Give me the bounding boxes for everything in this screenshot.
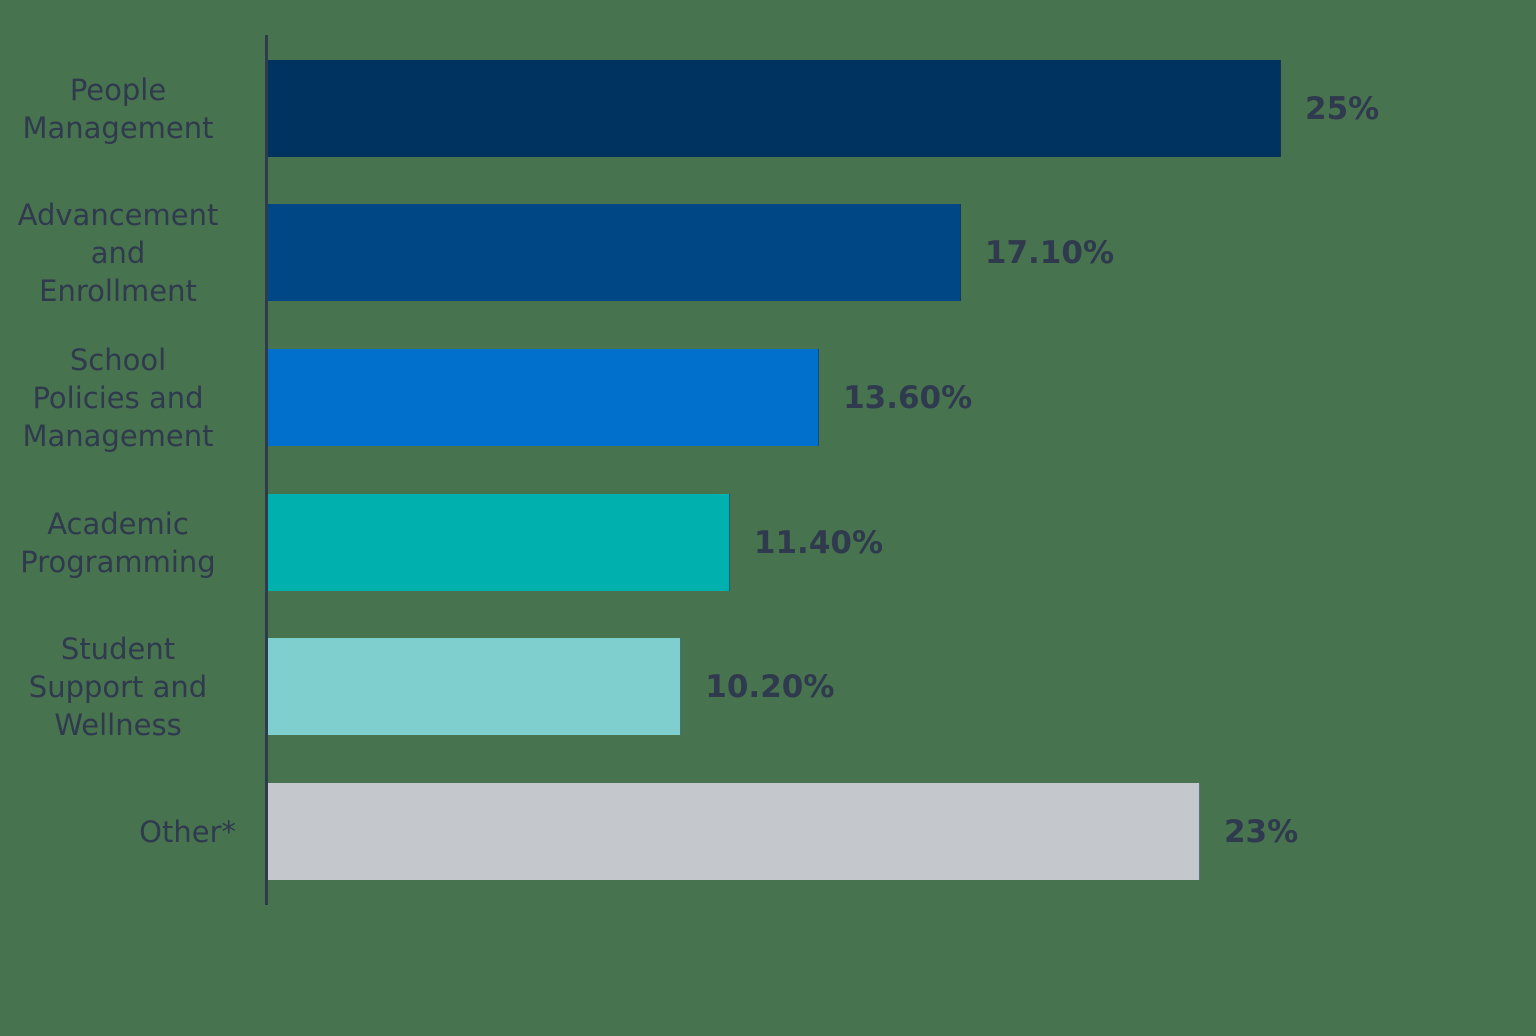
bar [268, 204, 961, 301]
category-label: Advancement and Enrollment [17, 197, 219, 308]
bar-row-other: Other* 23% [0, 783, 1536, 880]
value-label: 17.10% [984, 234, 1115, 271]
bar-row-academic-programming: Academic Programming 11.40% [0, 494, 1536, 591]
category-label: Academic Programming [20, 506, 216, 579]
value-label: 11.40% [753, 524, 884, 561]
category-label: Other* [139, 814, 236, 849]
bar [268, 494, 730, 591]
bar [268, 638, 682, 735]
bar [268, 349, 820, 446]
value-label: 10.20% [705, 668, 835, 705]
bar-row-student-support: Student Support and Wellness 10.20% [0, 632, 1536, 742]
bar [268, 60, 1281, 157]
bar-row-people-management: People Management 25% [0, 60, 1536, 157]
value-label: 23% [1223, 813, 1299, 850]
bar-row-advancement-enrollment: Advancement and Enrollment 17.10% [0, 198, 1536, 308]
category-label: School Policies and Management [22, 342, 214, 453]
y-axis-line [265, 35, 268, 905]
value-label: 13.60% [843, 379, 973, 416]
category-label: People Management [22, 72, 214, 145]
category-label: Student Support and Wellness [28, 631, 208, 742]
value-label: 25% [1305, 90, 1380, 127]
bar [268, 783, 1200, 880]
bar-row-school-policies: School Policies and Management 13.60% [0, 343, 1536, 453]
